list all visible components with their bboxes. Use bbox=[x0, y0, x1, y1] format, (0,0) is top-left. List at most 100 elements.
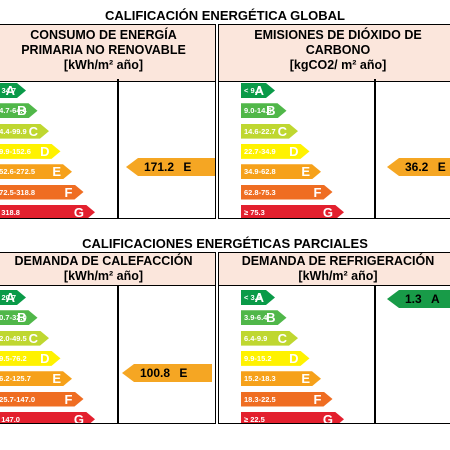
panel-header: CONSUMO DE ENERGÍA PRIMARIA NO RENOVABLE… bbox=[0, 25, 215, 82]
bar-range: < 20.7 bbox=[1, 293, 17, 302]
bar-range: ≥ 75.3 bbox=[244, 207, 265, 217]
header-line: EMISIONES DE DIÓXIDO DE bbox=[254, 28, 422, 42]
header-line: [kWh/m² año] bbox=[63, 58, 144, 72]
bar-letter: A bbox=[254, 83, 264, 98]
rating-marker: 36.2 E bbox=[387, 158, 450, 176]
bar-range: 22.7-34.9 bbox=[244, 146, 276, 156]
rating-marker: 100.8 E bbox=[122, 364, 212, 382]
rating-letter: E bbox=[179, 366, 188, 380]
rating-bar-e: 76.2-125.7 E bbox=[0, 371, 72, 386]
bar-letter: B bbox=[17, 103, 27, 119]
column-divider bbox=[374, 79, 376, 218]
rating-bar-e: 152.6-272.5 E bbox=[0, 164, 72, 179]
rating-value: 171.2 bbox=[144, 160, 175, 174]
bar-letter: D bbox=[289, 350, 299, 366]
bar-range: 152.6-272.5 bbox=[3, 167, 36, 177]
bar-letter: C bbox=[28, 330, 38, 346]
bar-range: 14.6-22.7 bbox=[244, 126, 276, 136]
rating-bar-c: 64.4-99.9C bbox=[0, 124, 49, 139]
bar-letter: F bbox=[313, 391, 322, 407]
rating-bar-f: 125.7-147.0 F bbox=[0, 392, 84, 407]
bar-letter: D bbox=[40, 143, 50, 159]
rating-bar-d: 49.5-76.2 D bbox=[0, 351, 61, 366]
header-line: DEMANDA DE REFRIGERACIÓN bbox=[241, 254, 435, 268]
bar-range: ≥ 22.5 bbox=[244, 414, 265, 424]
bar-range: 9.0-14.6 bbox=[244, 106, 272, 116]
rating-letter: E bbox=[437, 160, 446, 174]
bar-letter: E bbox=[301, 164, 310, 180]
rating-bar-c: 32.0-49.5C bbox=[0, 331, 49, 346]
bar-letter: D bbox=[40, 350, 50, 366]
bar-letter: G bbox=[73, 204, 84, 219]
rating-bar-b: 34.7-64.4B bbox=[0, 103, 38, 118]
bar-range: ≥ 147.0 bbox=[1, 414, 20, 424]
header-line: CARBONO bbox=[305, 43, 371, 57]
column-divider bbox=[117, 285, 119, 423]
bar-letter: D bbox=[289, 143, 299, 159]
column-divider bbox=[374, 285, 376, 423]
panel-refrigeracion: DEMANDA DE REFRIGERACIÓN [kWh/m² año] < … bbox=[218, 252, 450, 424]
rating-bar-g: ≥ 75.3 G bbox=[241, 205, 344, 219]
bar-letter: G bbox=[73, 411, 84, 424]
rating-bar-g: ≥ 318.8 G bbox=[0, 205, 95, 219]
bar-range: 9.9-15.2 bbox=[244, 353, 272, 363]
panel-calefaccion: DEMANDA DE CALEFACCIÓN [kWh/m² año] < 20… bbox=[0, 252, 216, 424]
header-line: PRIMARIA NO RENOVABLE bbox=[21, 43, 186, 57]
bar-letter: F bbox=[64, 184, 73, 200]
rating-bar-f: 18.3-22.5 F bbox=[241, 392, 333, 407]
rating-value: 36.2 bbox=[405, 160, 429, 174]
bar-letter: E bbox=[52, 371, 61, 387]
column-divider bbox=[117, 79, 119, 218]
rating-bar-a: < 20.7A bbox=[0, 290, 26, 305]
global-title: CALIFICACIÓN ENERGÉTICA GLOBAL bbox=[104, 8, 345, 23]
bar-letter: G bbox=[322, 411, 333, 424]
rating-marker: 171.2 E bbox=[126, 158, 215, 176]
rating-bar-f: 272.5-318.8 F bbox=[0, 185, 84, 200]
bar-letter: B bbox=[266, 310, 276, 326]
bar-range: 32.0-49.5 bbox=[3, 333, 27, 343]
rating-bar-e: 15.2-18.3 E bbox=[241, 371, 321, 386]
panel-header: DEMANDA DE CALEFACCIÓN [kWh/m² año] bbox=[0, 253, 215, 286]
bar-range: 15.2-18.3 bbox=[244, 374, 276, 384]
bar-range: 99.9-152.6 bbox=[3, 146, 31, 156]
header-line: CONSUMO DE ENERGÍA bbox=[30, 28, 177, 42]
bar-letter: B bbox=[266, 103, 276, 119]
rating-bar-c: 6.4-9.9 C bbox=[241, 331, 298, 346]
bar-letter: A bbox=[5, 290, 15, 305]
bar-range: 34.7-64.4 bbox=[3, 106, 27, 116]
rating-bar-d: 99.9-152.6 D bbox=[0, 144, 61, 159]
bar-range: 125.7-147.0 bbox=[3, 394, 36, 404]
panel-emisiones: EMISIONES DE DIÓXIDO DE CARBONO [kgCO2/ … bbox=[218, 24, 450, 219]
bar-letter: A bbox=[254, 290, 264, 305]
bar-range: 272.5-318.8 bbox=[3, 187, 36, 197]
bar-letter: C bbox=[277, 330, 287, 346]
panel-header: DEMANDA DE REFRIGERACIÓN [kWh/m² año] bbox=[219, 253, 450, 286]
bar-range: 6.4-9.9 bbox=[244, 333, 268, 343]
bar-letter: E bbox=[52, 164, 61, 180]
panel-consumo: CONSUMO DE ENERGÍA PRIMARIA NO RENOVABLE… bbox=[0, 24, 216, 219]
bar-range: 49.5-76.2 bbox=[3, 353, 27, 363]
header-line: [kgCO2/ m² año] bbox=[289, 58, 387, 72]
bar-range: 20.7-32.0 bbox=[3, 313, 27, 323]
rating-bar-d: 9.9-15.2 D bbox=[241, 351, 310, 366]
bar-letter: C bbox=[28, 123, 38, 139]
rating-bar-f: 62.8-75.3 F bbox=[241, 185, 333, 200]
rating-bar-b: 9.0-14.6 B bbox=[241, 103, 287, 118]
partial-title: CALIFICACIONES ENERGÉTICAS PARCIALES bbox=[82, 236, 368, 251]
rating-bar-a: < 3.9 A bbox=[241, 290, 275, 305]
rating-marker: 1.3 A bbox=[387, 290, 450, 308]
header-line: [kWh/m² año] bbox=[63, 269, 144, 283]
rating-bar-d: 22.7-34.9 D bbox=[241, 144, 310, 159]
bar-range: < 34.7 bbox=[1, 86, 17, 95]
bar-range: < 3.9 bbox=[244, 293, 261, 302]
bar-letter: G bbox=[322, 204, 333, 219]
bar-range: 64.4-99.9 bbox=[3, 126, 27, 136]
rating-bar-a: < 9.0 A bbox=[241, 83, 275, 98]
header-line: DEMANDA DE CALEFACCIÓN bbox=[14, 254, 193, 268]
bar-letter: E bbox=[301, 371, 310, 387]
bar-letter: F bbox=[313, 184, 322, 200]
rating-bar-b: 3.9-6.4 B bbox=[241, 310, 287, 325]
bar-letter: F bbox=[64, 391, 73, 407]
rating-letter: E bbox=[183, 160, 192, 174]
bar-range: 62.8-75.3 bbox=[244, 187, 276, 197]
